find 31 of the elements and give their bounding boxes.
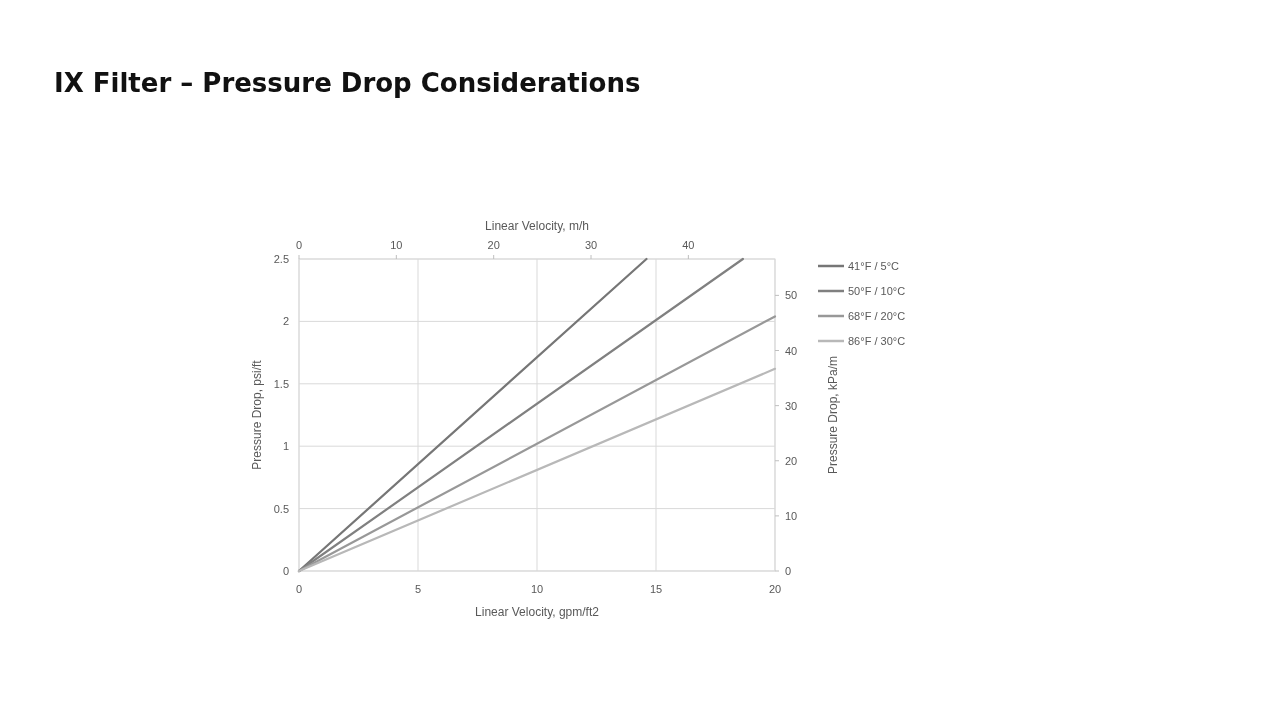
x2-tick-label: 30 bbox=[584, 239, 598, 251]
x2-tick-label: 40 bbox=[682, 239, 695, 251]
y2-tick-label: 40 bbox=[785, 344, 798, 357]
x-axis-title: Linear Velocity, gpm/ft2 bbox=[475, 605, 600, 619]
y-tick-label: 2.5 bbox=[273, 253, 289, 265]
y-tick-label: 0.5 bbox=[273, 502, 289, 515]
y-tick-label: 1.5 bbox=[273, 377, 289, 390]
y-tick-label: 0 bbox=[282, 565, 289, 577]
y2-tick-label: 0 bbox=[785, 565, 792, 577]
legend-label: 86°F / 30°C bbox=[848, 335, 906, 347]
legend-label: 68°F / 20°C bbox=[848, 310, 906, 322]
x-tick-label: 0 bbox=[295, 583, 303, 595]
y2-tick-label: 20 bbox=[785, 454, 798, 467]
legend-label: 41°F / 5°C bbox=[848, 260, 900, 272]
y-tick-label: 2 bbox=[282, 315, 289, 328]
chart-title: IX Filter – Pressure Drop Considerations bbox=[54, 68, 641, 98]
x2-tick-label: 10 bbox=[390, 239, 403, 251]
x2-tick-label: 0 bbox=[295, 239, 303, 251]
y2-axis-title: Pressure Drop, kPa/m bbox=[826, 355, 840, 475]
y-axis-title: Pressure Drop, psi/ft bbox=[250, 359, 264, 470]
x-tick-label: 5 bbox=[414, 583, 422, 595]
y2-tick-label: 50 bbox=[785, 289, 798, 302]
x2-tick-label: 20 bbox=[487, 239, 500, 251]
x2-axis-title: Linear Velocity, m/h bbox=[485, 219, 589, 233]
y2-tick-label: 10 bbox=[785, 509, 798, 522]
legend-label: 50°F / 10°C bbox=[848, 285, 906, 297]
y2-tick-label: 30 bbox=[785, 399, 798, 412]
x-tick-label: 10 bbox=[530, 583, 544, 595]
x-tick-label: 15 bbox=[649, 583, 663, 595]
y-tick-label: 1 bbox=[282, 440, 289, 453]
x-tick-label: 20 bbox=[768, 583, 782, 595]
